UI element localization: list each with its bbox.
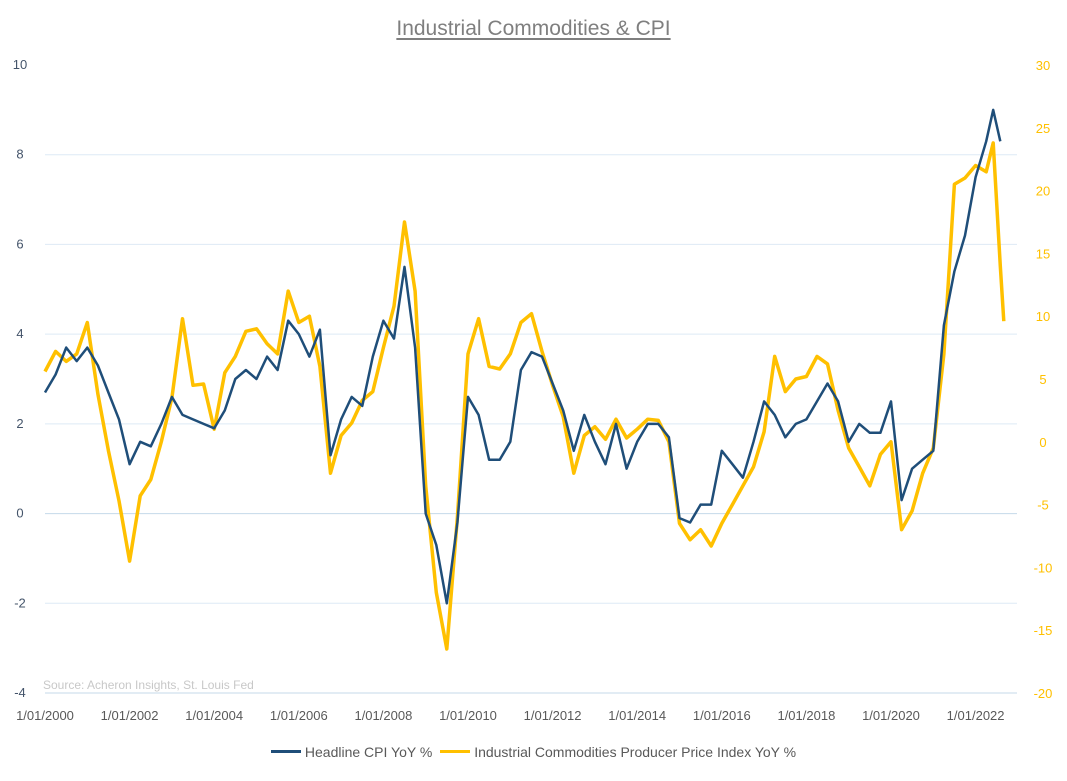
x-axis-tick-label: 1/01/2010 [439,708,497,723]
right-axis-tick-label: 15 [1036,246,1050,261]
x-axis-tick-label: 1/01/2008 [354,708,412,723]
left-axis-tick-label: 0 [16,506,23,521]
x-axis-ticks: 1/01/2000 1/01/2002 1/01/2004 1/01/2006 1/01… [16,708,1004,723]
x-axis-tick-label: 1/01/2012 [524,708,582,723]
x-axis-tick-label: 1/01/2018 [777,708,835,723]
left-axis-tick-label: 8 [16,147,23,162]
left-axis-tick-label: -4 [14,685,26,700]
x-axis-tick-label: 1/01/2004 [185,708,243,723]
right-axis-tick-label: -5 [1037,498,1049,513]
x-axis-tick-label: 1/01/2020 [862,708,920,723]
left-axis-tick-label: 10 [13,57,27,72]
legend-item-ppi: Industrial Commodities Producer Price In… [440,744,796,760]
x-axis-tick-label: 1/01/2022 [947,708,1005,723]
right-axis-tick-label: 0 [1039,435,1046,450]
legend-label-ppi: Industrial Commodities Producer Price In… [474,743,797,760]
x-axis-tick-label: 1/01/2000 [16,708,74,723]
right-axis-tick-label: 30 [1036,58,1050,73]
right-axis-tick-label: 20 [1036,184,1050,199]
right-axis-tick-label: 10 [1036,309,1050,324]
right-axis-tick-label: 25 [1036,121,1050,136]
x-axis-tick-label: 1/01/2002 [101,708,159,723]
chart-title: Industrial Commodities & CPI [396,17,671,40]
left-axis-tick-label: -2 [14,595,26,610]
right-axis-tick-label: -20 [1034,686,1053,701]
cpi-series-line [43,108,1002,605]
legend: Headline CPI YoY % Industrial Commoditie… [0,740,1067,760]
x-axis-tick-label: 1/01/2014 [608,708,666,723]
left-axis-tick-label: 4 [16,326,23,341]
gridlines [45,154,1017,694]
right-axis-tick-label: 5 [1039,372,1046,387]
right-axis-ticks: 30 25 20 15 10 5 0 -5 -10 -15 -20 [1034,58,1053,701]
left-axis-tick-label: 2 [16,416,23,431]
left-axis-ticks: 10 8 6 4 2 0 -2 -4 [13,57,27,700]
left-axis-tick-label: 6 [16,236,23,251]
legend-label-cpi: Headline CPI YoY % [304,743,433,760]
legend-swatch-cpi [270,750,301,753]
right-axis-tick-label: -15 [1034,623,1053,638]
legend-item-cpi: Headline CPI YoY % [270,743,433,760]
x-axis-tick-label: 1/01/2006 [270,708,328,723]
ppi-series-line [43,141,1006,651]
legend-swatch-ppi [440,750,471,753]
series-lines [43,108,1006,651]
right-axis-tick-label: -10 [1034,560,1053,575]
source-note: Source: Acheron Insights, St. Louis Fed [43,678,254,692]
x-axis-tick-label: 1/01/2016 [693,708,751,723]
